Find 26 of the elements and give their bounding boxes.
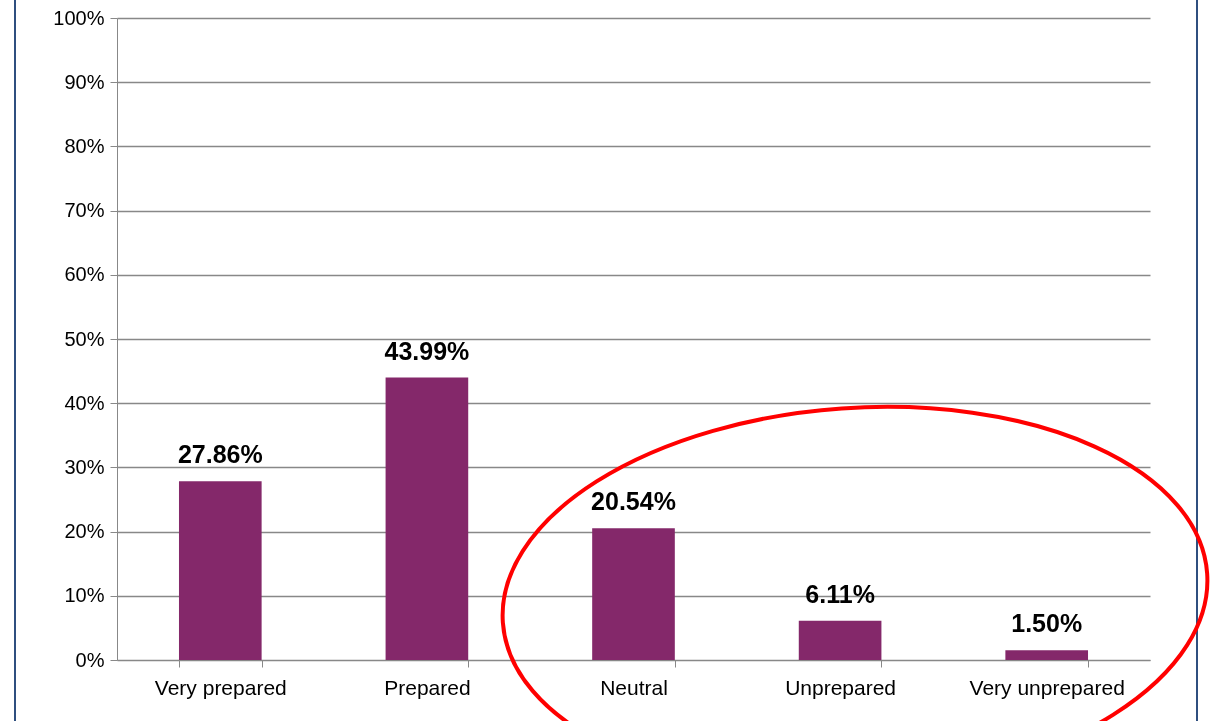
- y-tick-label: 40%: [64, 391, 105, 414]
- data-label: 27.86%: [177, 440, 263, 469]
- x-tick-label: Neutral: [600, 675, 668, 699]
- data-label: 6.11%: [805, 579, 875, 608]
- y-tick-label: 50%: [64, 327, 105, 350]
- y-tick-label: 0%: [75, 648, 105, 671]
- y-tick-label: 70%: [64, 199, 105, 222]
- data-label: 43.99%: [384, 336, 470, 365]
- bar: [798, 620, 882, 660]
- x-tick-label: Unprepared: [785, 675, 897, 699]
- bar: [592, 528, 675, 660]
- y-tick-label: 100%: [53, 6, 105, 29]
- data-label: 20.54%: [591, 487, 676, 516]
- y-tick-label: 90%: [64, 70, 105, 93]
- y-tick-label: 60%: [64, 263, 105, 286]
- x-tick-label: Very unprepared: [969, 675, 1125, 699]
- y-tick-label: 10%: [64, 584, 105, 607]
- bar: [385, 377, 469, 660]
- x-tick-label: Very prepared: [154, 675, 287, 699]
- data-label: 1.50%: [1011, 609, 1083, 638]
- y-tick-label: 80%: [64, 134, 105, 157]
- y-tick-label: 20%: [64, 520, 105, 543]
- bar: [178, 481, 262, 660]
- y-tick-label: 30%: [64, 455, 105, 478]
- bar: [1005, 650, 1089, 660]
- x-tick-label: Prepared: [384, 675, 471, 699]
